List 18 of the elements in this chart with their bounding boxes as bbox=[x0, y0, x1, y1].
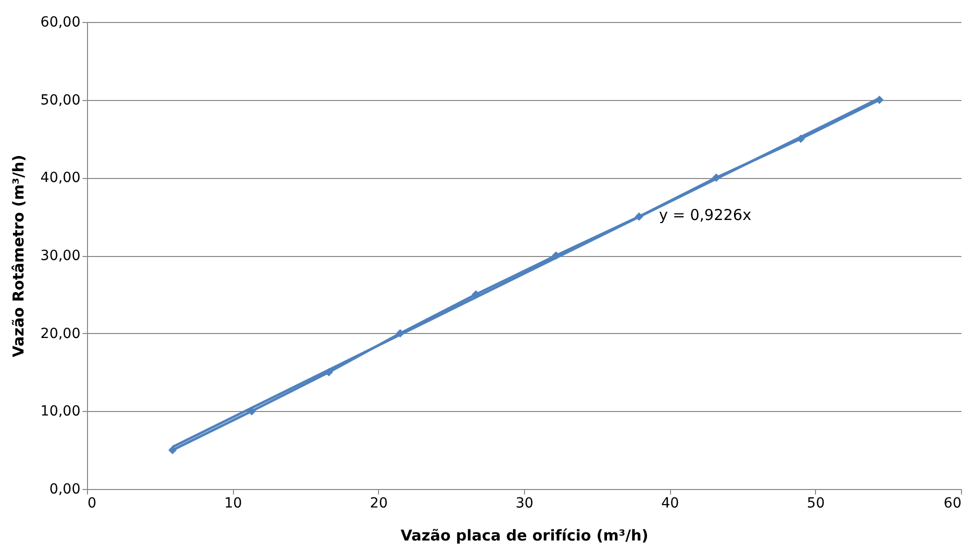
x-tick-label: 20 bbox=[370, 496, 388, 512]
x-tick-label: 10 bbox=[224, 496, 242, 512]
x-axis-title: Vazão placa de orifício (m³/h) bbox=[400, 526, 648, 544]
y-tick-label: 10,00 bbox=[40, 404, 80, 420]
point bbox=[168, 446, 177, 454]
x-tick-label: 50 bbox=[806, 496, 825, 512]
y-tick-label: 20,00 bbox=[40, 326, 80, 342]
x-tick-label: 60 bbox=[944, 496, 962, 512]
y-tick-label: 30,00 bbox=[40, 248, 80, 264]
y-tick-label: 40,00 bbox=[40, 170, 80, 186]
x-tick-label: 40 bbox=[661, 496, 680, 512]
x-tick-label: 30 bbox=[516, 496, 534, 512]
y-tick-label: 0,00 bbox=[49, 482, 80, 498]
annotation: y = 0,9226x bbox=[659, 206, 752, 224]
y-tick-label: 60,00 bbox=[40, 14, 80, 30]
x-tick-label: 0 bbox=[88, 496, 96, 512]
y-axis-title: Vazão Rotâmetro (m³/h) bbox=[9, 154, 28, 358]
y-tick-label: 50,00 bbox=[40, 92, 80, 108]
